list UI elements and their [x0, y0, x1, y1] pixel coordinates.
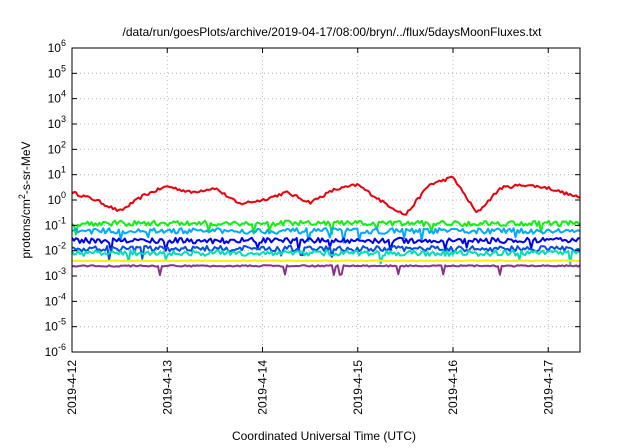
series-line-1 — [71, 175, 581, 216]
series-line-2 — [71, 219, 581, 236]
y-tick-label: 100 — [48, 190, 66, 207]
y-tick-label: 104 — [48, 89, 66, 106]
x-axis-title: Coordinated Universal Time (UTC) — [232, 429, 416, 443]
series-line-6 — [71, 249, 581, 265]
y-tick-label: 103 — [48, 114, 66, 131]
y-tick-label: 101 — [48, 165, 66, 182]
chart-title: /data/run/goesPlots/archive/2019-04-17/0… — [123, 25, 543, 39]
series-line-7 — [71, 259, 581, 263]
y-axis-ticks: 10-6 10-5 10-4 10-3 10-2 10-1 100 101 102 103 104 1… — [45, 38, 580, 359]
series-group — [71, 175, 581, 277]
y-tick-label: 102 — [48, 139, 66, 156]
x-tick-label: 2019-4-17 — [541, 360, 555, 415]
y-tick-label: 10-3 — [45, 266, 66, 283]
y-tick-label: 10-6 — [45, 342, 66, 359]
grid-lines — [72, 48, 580, 352]
y-tick-label: 10-5 — [45, 317, 66, 334]
x-tick-label: 2019-4-16 — [446, 360, 460, 415]
x-tick-label: 2019-4-14 — [256, 360, 270, 415]
y-tick-label: 105 — [48, 63, 66, 80]
y-tick-label: 106 — [48, 38, 66, 55]
series-line-5 — [71, 244, 581, 262]
x-tick-label: 2019-4-15 — [351, 360, 365, 415]
x-tick-label: 2019-4-12 — [65, 360, 79, 415]
y-tick-label: 10-4 — [45, 291, 66, 308]
series-line-4 — [71, 236, 581, 254]
y-tick-label: 10-1 — [45, 215, 66, 232]
y-axis-title: protons/cm2-s-sr-MeV — [17, 141, 33, 258]
series-line-3 — [71, 227, 581, 244]
x-axis-ticks: 2019-4-12 2019-4-13 2019-4-14 2019-4-15 2019… — [65, 48, 555, 415]
x-tick-label: 2019-4-13 — [160, 360, 174, 415]
series-line-8 — [71, 264, 581, 277]
y-tick-label: 10-2 — [45, 241, 66, 258]
